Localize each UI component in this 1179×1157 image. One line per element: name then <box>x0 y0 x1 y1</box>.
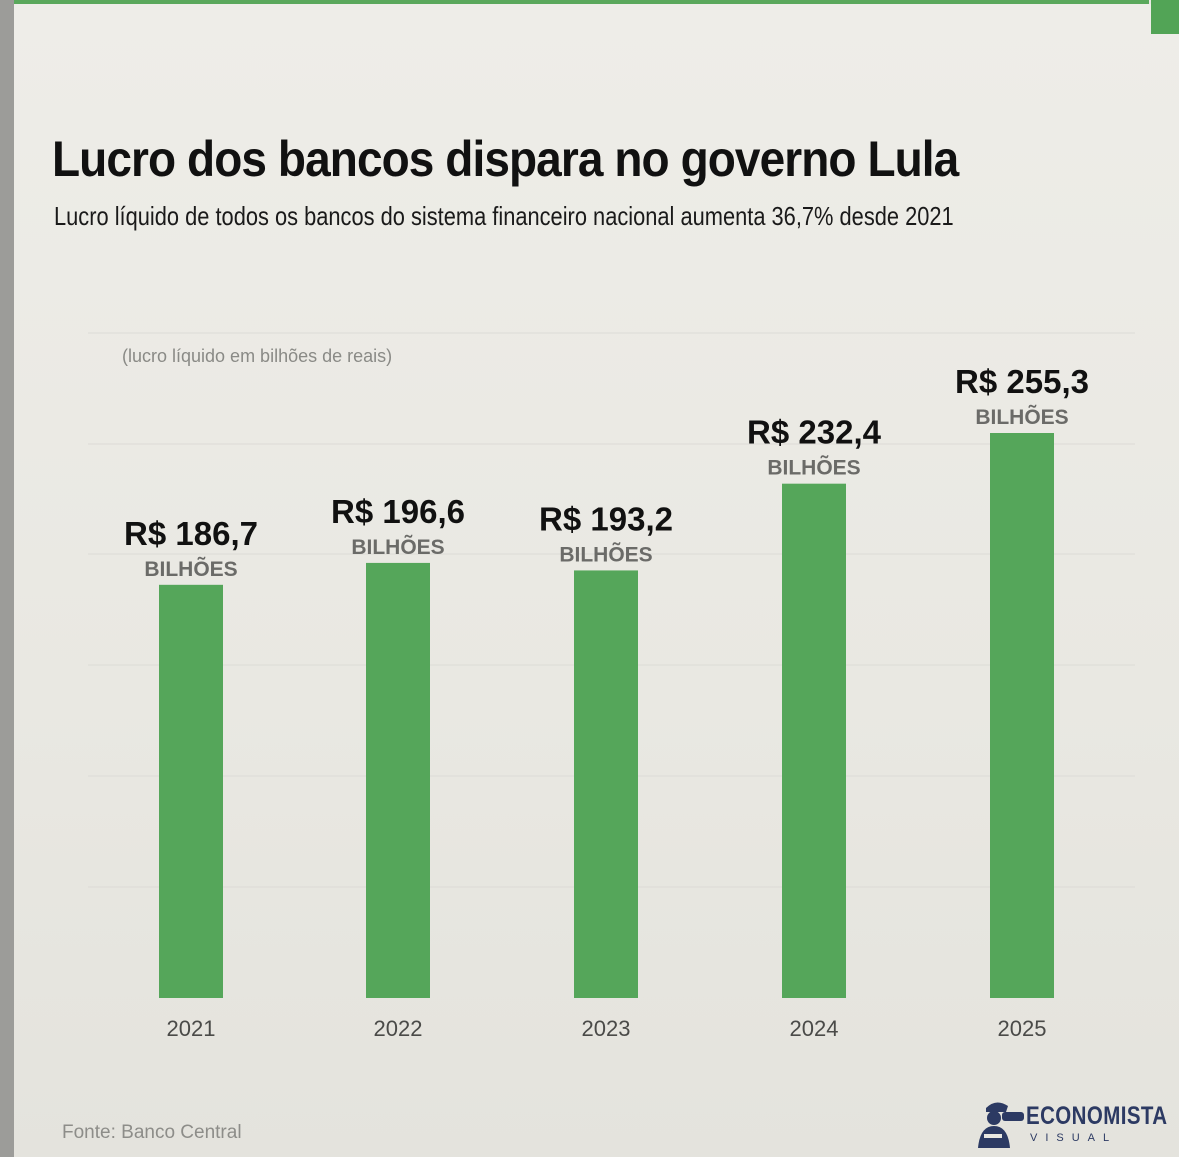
value-label: R$ 196,6 <box>331 493 465 530</box>
x-tick-label: 2025 <box>998 1016 1047 1041</box>
corner-accent <box>1151 0 1179 34</box>
x-tick-label: 2023 <box>582 1016 631 1041</box>
top-accent-bar <box>14 0 1149 4</box>
left-edge <box>0 0 14 1157</box>
x-tick-label: 2022 <box>374 1016 423 1041</box>
unit-label: BILHÕES <box>351 535 444 559</box>
unit-label: BILHÕES <box>975 405 1068 429</box>
bar-2023 <box>574 570 638 998</box>
value-label: R$ 186,7 <box>124 515 258 552</box>
chart-subtitle: Lucro líquido de todos os bancos do sist… <box>54 201 954 231</box>
value-label: R$ 232,4 <box>747 414 882 451</box>
chart-title: Lucro dos bancos dispara no governo Lula <box>52 131 959 187</box>
source-note: Fonte: Banco Central <box>62 1122 242 1143</box>
x-tick-label: 2024 <box>790 1016 839 1041</box>
person-with-binoculars-icon <box>978 1102 1024 1148</box>
unit-label: BILHÕES <box>767 456 860 480</box>
logo-subtitle: VISUAL <box>1030 1132 1118 1144</box>
economista-visual-logo: ECONOMISTA VISUAL <box>972 1096 1172 1150</box>
value-label: R$ 255,3 <box>955 363 1089 400</box>
bar-2021 <box>159 584 223 998</box>
bar-2024 <box>782 483 846 999</box>
unit-label: BILHÕES <box>144 557 237 581</box>
x-tick-label: 2021 <box>167 1016 216 1041</box>
unit-note: (lucro líquido em bilhões de reais) <box>122 346 393 366</box>
value-label: R$ 193,2 <box>539 500 673 537</box>
logo-name: ECONOMISTA <box>1026 1102 1168 1130</box>
bar-2025 <box>990 433 1054 998</box>
bar-2022 <box>366 562 430 998</box>
unit-label: BILHÕES <box>559 542 652 566</box>
